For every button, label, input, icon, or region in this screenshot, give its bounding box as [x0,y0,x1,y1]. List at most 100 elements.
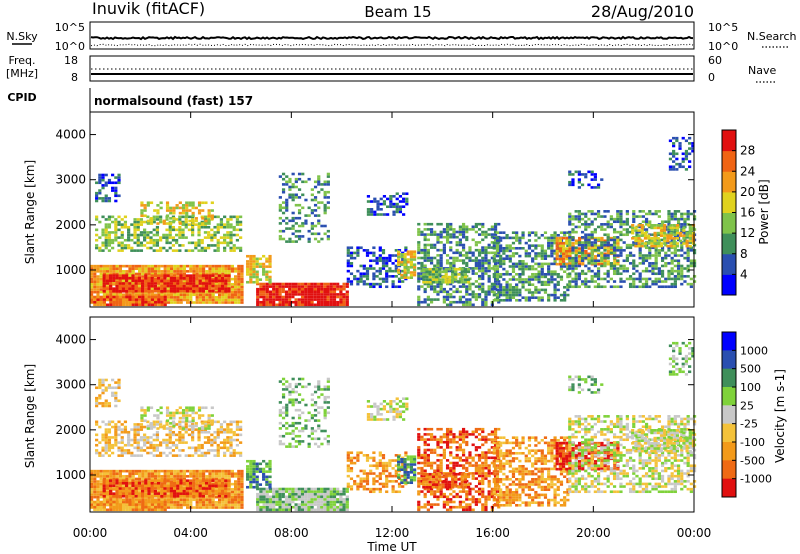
power-cell [218,264,222,268]
power-cell [436,233,440,236]
power-cell [391,275,395,278]
power-cell [166,264,170,268]
power-cell [272,298,276,301]
power-cell [689,262,693,265]
power-cell [587,259,591,263]
power-cell [584,277,588,281]
power-cell [366,210,371,214]
power-cell [240,280,244,284]
velocity-cell [138,477,142,481]
power-cell [685,242,689,245]
power-cell [240,272,244,276]
power-cell [134,276,138,280]
power-cell [527,231,532,234]
power-cell [568,173,572,176]
power-cell [651,246,655,250]
velocity-cell [214,469,218,473]
power-cell [320,183,324,186]
power-cell [99,272,103,276]
power-cell [114,231,118,234]
velocity-cell [221,469,225,473]
power-cell [422,278,426,281]
power-cell [505,246,509,250]
power-cell [593,217,597,221]
power-cell [349,280,354,283]
velocity-cell [186,490,190,494]
power-cell [246,280,250,284]
power-cell [96,300,100,304]
velocity-cell [179,498,183,502]
power-cell [435,278,439,281]
power-cell [675,136,679,140]
velocity-cell [90,503,94,507]
power-cell [502,267,506,271]
power-cell [356,280,360,283]
velocity-cell [237,493,241,496]
power-cell [320,303,324,307]
power-cell [188,287,193,290]
power-cell [265,282,269,286]
power-cell [644,259,649,263]
power-cell [593,264,597,268]
power-cell [499,272,503,276]
power-cell [214,284,218,288]
power-cell [288,180,292,184]
power-cell [675,244,680,248]
power-cell [246,273,250,276]
power-cell [556,283,560,286]
power-cell [686,254,690,257]
power-cell [426,298,430,301]
power-cell [389,202,393,206]
power-cell [107,238,112,242]
velocity-cell [224,477,228,481]
velocity-cell [208,498,212,502]
power-cell [275,298,279,301]
power-cell [297,235,302,238]
power-colorbar-tick-label: 20 [740,185,755,199]
power-cell [534,254,538,258]
power-cell [307,298,311,301]
power-cell [394,264,398,268]
power-cell [397,253,401,256]
power-cell [104,173,108,177]
power-cell [487,277,491,281]
power-cell [291,232,295,236]
power-cell [540,254,544,258]
power-cell [111,238,115,242]
power-cell [505,257,509,260]
noise-right-tick-top: 10^5 [708,21,738,34]
power-cell [285,201,289,204]
power-cell [550,236,554,240]
velocity-cell [121,481,125,485]
power-cell [195,267,199,271]
power-cell [468,256,472,260]
power-cell [394,259,398,263]
power-cell [531,244,535,247]
power-cell [112,274,116,277]
power-cell [332,290,337,294]
power-cell [160,270,164,273]
power-cell [138,267,142,271]
velocity-cell [99,482,103,486]
power-cell [106,303,110,307]
power-cell [670,259,674,263]
velocity-cell [202,472,206,476]
power-cell [182,296,186,299]
power-cell [397,249,402,252]
power-cell [495,298,500,302]
power-cell [115,274,119,277]
power-cell [218,298,222,302]
power-cell [397,280,402,283]
power-cell [584,175,588,179]
power-cell [490,267,494,270]
power-cell [534,233,538,237]
velocity-cell [240,469,244,473]
power-cell [140,284,145,288]
power-cell [166,277,170,281]
velocity-cell [128,480,132,483]
velocity-cell [214,503,218,507]
power-cell [146,215,150,219]
velocity-cell [93,490,97,494]
power-cell [195,287,199,290]
velocity-cell [102,487,106,490]
